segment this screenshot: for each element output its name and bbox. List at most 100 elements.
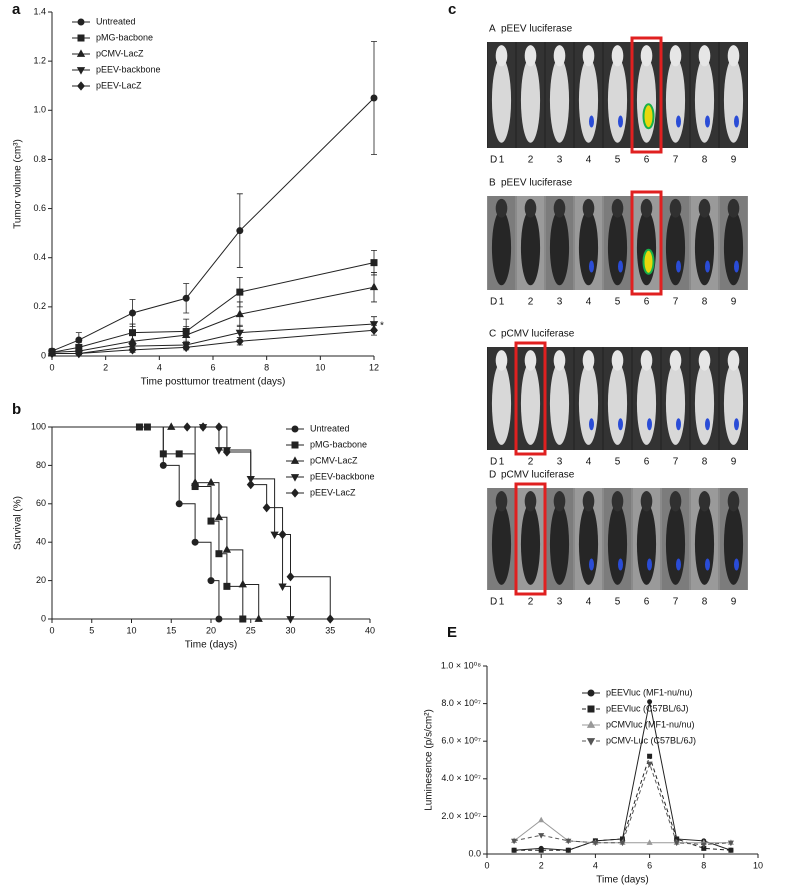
luminescence: [734, 558, 739, 571]
marker: [727, 840, 734, 847]
y-tick-label: 1.4: [33, 6, 46, 16]
step-segment: [139, 426, 164, 466]
legend-label: pMG-bacbone: [310, 439, 367, 449]
mouse: [491, 503, 512, 585]
x-tick-label: 8: [264, 362, 269, 372]
series-line: [51, 262, 375, 353]
x-tick-label: 40: [365, 625, 375, 635]
luminescence: [705, 558, 710, 571]
mouse: [723, 57, 744, 143]
marker: [586, 720, 596, 728]
luminescence: [647, 418, 652, 431]
step-segment: [211, 580, 220, 619]
highlight-box: [630, 190, 663, 296]
mouse: [694, 503, 715, 585]
luminescence: [734, 260, 739, 273]
marker: [48, 348, 56, 359]
marker: [291, 441, 299, 449]
mouse: [607, 362, 628, 445]
mouse: [578, 362, 599, 445]
mouse: [665, 57, 686, 143]
marker: [511, 838, 518, 845]
mouse: [578, 503, 599, 585]
day-number: 7: [673, 155, 679, 166]
mouse: [491, 210, 512, 286]
legend-label: pCMV-LacZ: [310, 455, 358, 465]
marker: [291, 425, 299, 433]
mouse: [549, 210, 570, 286]
highlight-box: [514, 341, 547, 456]
y-tick-label: 40: [36, 537, 46, 547]
step-segment: [179, 503, 196, 543]
y-axis-label: Luminesence (p/s/cm²): [424, 709, 435, 811]
step-segment: [203, 426, 220, 451]
step-segment: [218, 553, 228, 587]
marker: [565, 838, 572, 845]
day-number: 7: [673, 297, 679, 308]
step-segment: [282, 534, 291, 577]
series-line: [513, 762, 731, 846]
mouse: [520, 503, 541, 585]
x-tick-label: 6: [210, 362, 215, 372]
day-number: 7: [673, 597, 679, 608]
legend-label: pMG-bacbone: [96, 32, 153, 42]
day-number: 4: [586, 597, 592, 608]
mouse-head: [640, 45, 653, 67]
mouse: [549, 57, 570, 143]
mouse-head: [698, 45, 711, 67]
mouse-head: [524, 45, 537, 67]
mouse: [665, 362, 686, 445]
day-number: 4: [586, 155, 592, 166]
mouse: [578, 57, 599, 143]
mouse: [520, 362, 541, 445]
x-tick-label: 10: [315, 362, 325, 372]
mouse-head: [582, 45, 595, 67]
marker: [215, 615, 223, 623]
mouse-head: [553, 350, 566, 371]
step-segment: [274, 534, 284, 587]
x-tick-label: 2: [103, 362, 108, 372]
marker: [236, 288, 244, 296]
x-tick-label: 8: [701, 860, 706, 870]
marker: [222, 545, 232, 553]
step-segment: [250, 484, 268, 508]
x-tick-label: 15: [166, 625, 176, 635]
mouse-head: [553, 45, 566, 67]
row-title: pCMV luciferase: [501, 470, 575, 481]
y-tick-label: 20: [36, 575, 46, 585]
day-number: 7: [673, 457, 679, 468]
legend-label: pEEV-backbone: [310, 471, 375, 481]
mouse: [607, 503, 628, 585]
day-number: 9: [731, 597, 737, 608]
luminescence: [676, 260, 681, 273]
marker: [647, 699, 653, 705]
series-line: [51, 97, 375, 352]
day-number: 8: [702, 297, 708, 308]
mouse-head: [495, 491, 508, 512]
series-line: [514, 754, 731, 851]
x-tick-label: 6: [647, 860, 652, 870]
marker: [592, 840, 599, 847]
mouse: [491, 57, 512, 143]
marker: [646, 761, 653, 768]
marker: [700, 842, 707, 849]
row-title: pCMV luciferase: [501, 329, 575, 340]
mouse-head: [611, 45, 624, 67]
x-tick-label: 12: [369, 362, 379, 372]
step-segment: [195, 541, 212, 581]
row-title: pEEV luciferase: [501, 178, 573, 189]
step-segment: [242, 583, 260, 619]
marker: [278, 583, 287, 591]
day-number: 4: [586, 457, 592, 468]
legend-label: Untreated: [310, 423, 350, 433]
x-axis-label: Time posttumor treatment (days): [141, 377, 286, 388]
mouse-head: [698, 198, 711, 218]
marker: [286, 616, 295, 624]
luminescence: [676, 115, 681, 128]
legend-label: pEEVluc (C57BL/6J): [606, 703, 689, 713]
day-number: 1: [499, 297, 505, 308]
mouse: [636, 503, 657, 585]
step-segment: [179, 453, 196, 487]
marker: [77, 18, 85, 26]
row-letter: B: [489, 178, 496, 189]
